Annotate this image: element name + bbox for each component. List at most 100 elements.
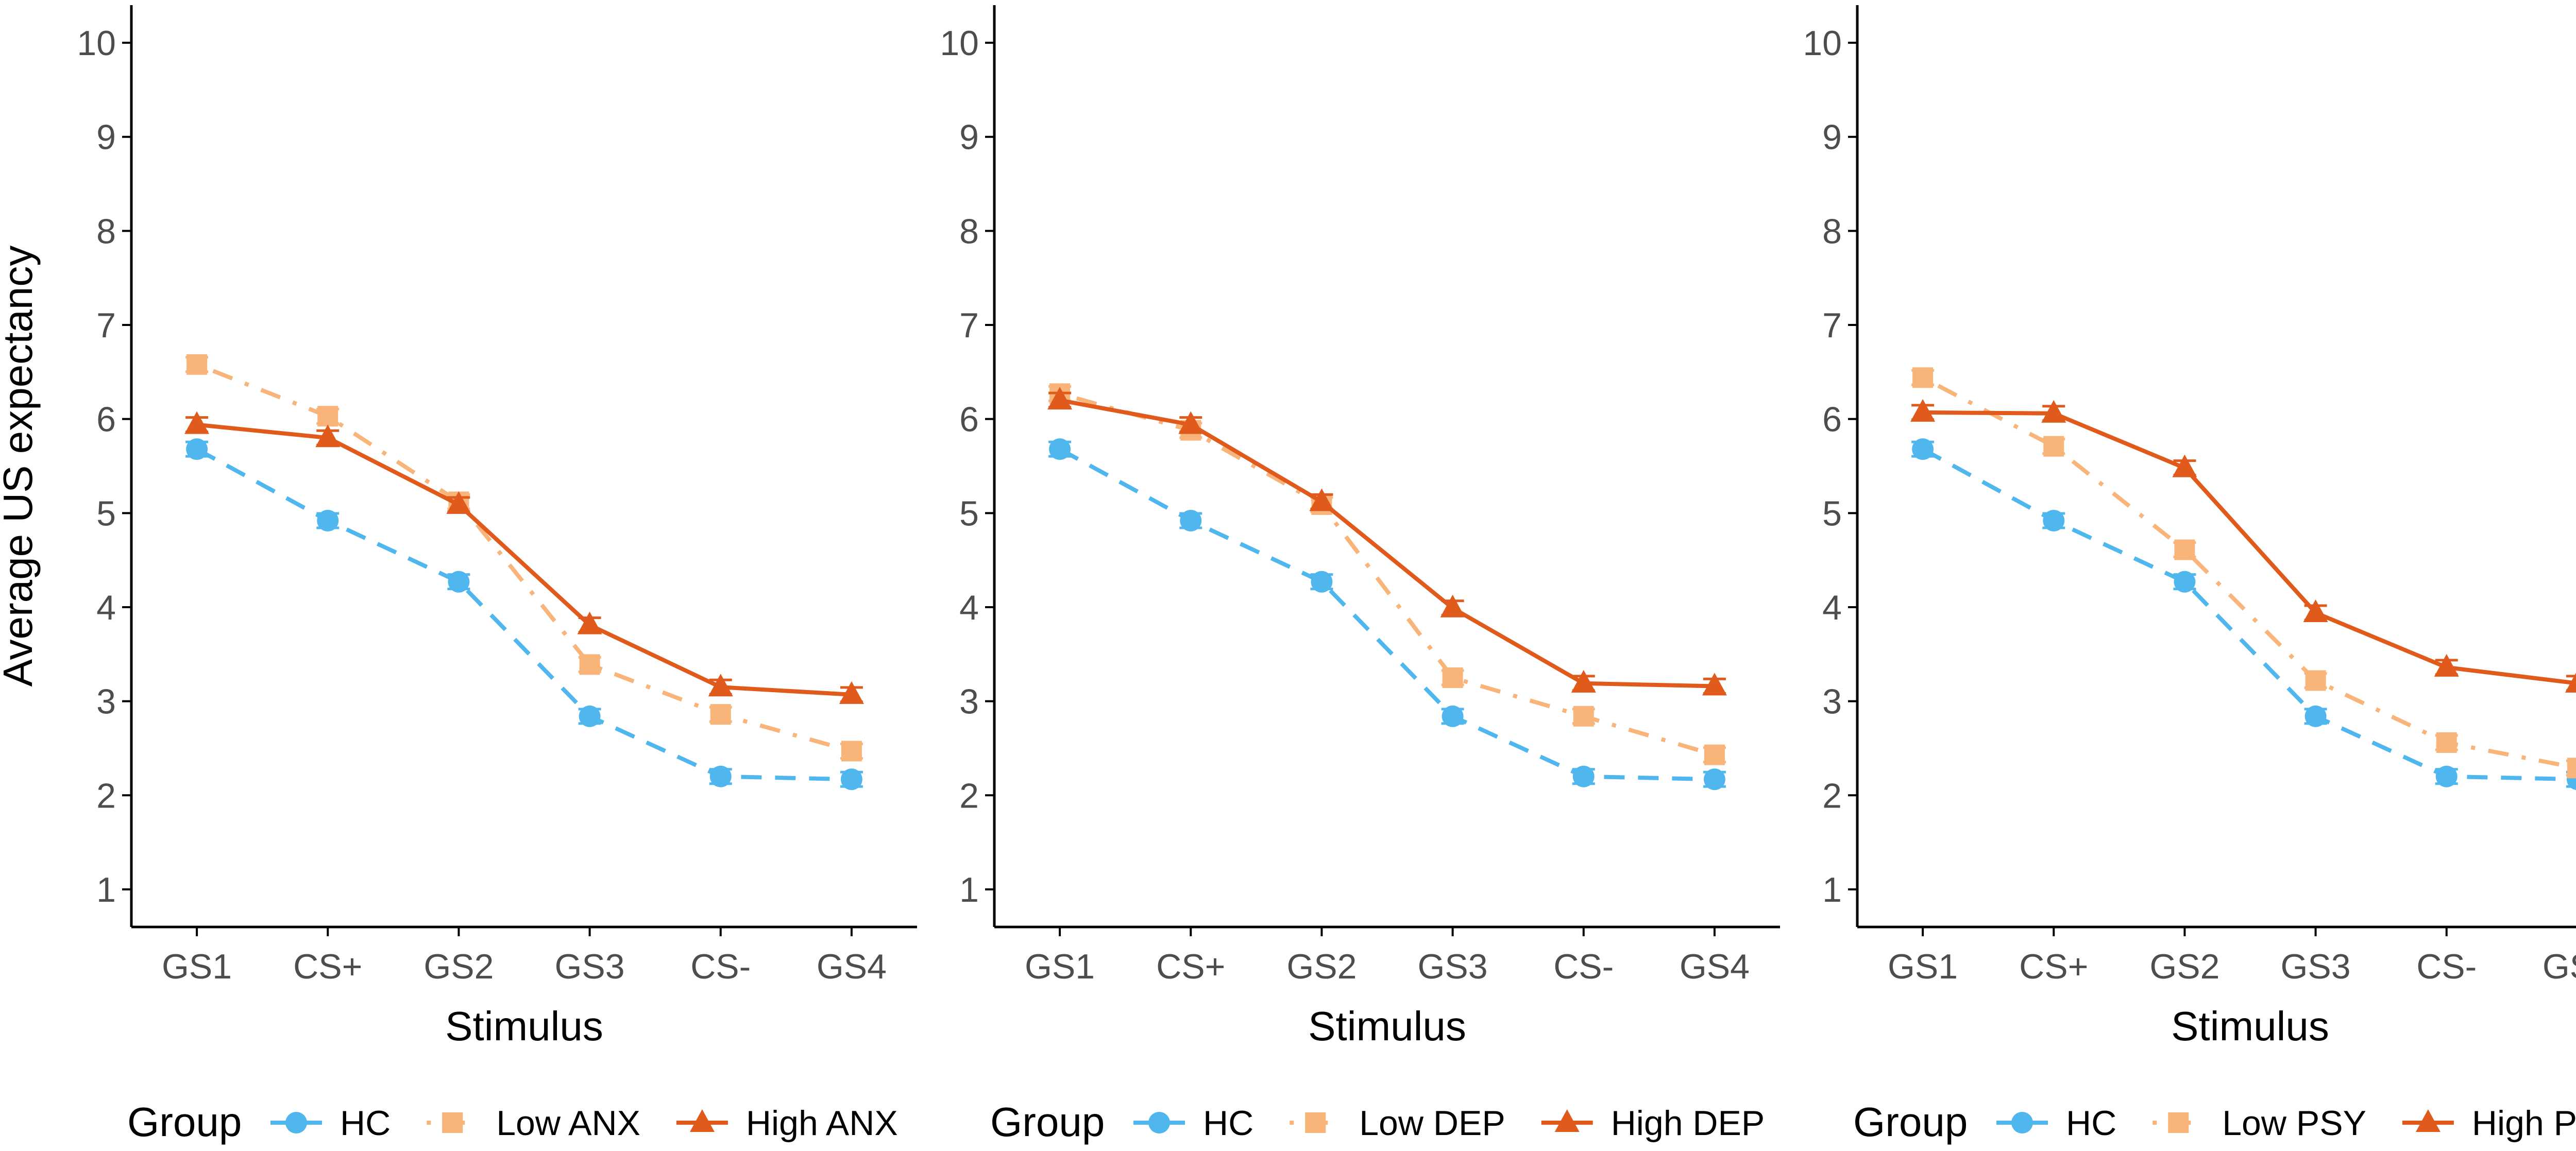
data-point-hc-GS3 [1442,705,1464,727]
y-tick-label: 6 [96,400,116,439]
data-point-hc-CS+ [1180,509,1202,531]
chart-panel-2: 1 2 3 4 5 6 7 8 9 10 GS1 CS+ GS2 GS3 CS- GS4 Stimulus Gro… [940,5,1780,1145]
y-tick-label: 1 [96,870,116,909]
panels: 1 2 3 4 5 6 7 8 9 10 GS1 CS+ GS2 GS3 CS- GS4 Stimulus Gro… [77,5,2576,1145]
legend-key-square [442,1112,463,1133]
series-line-low-psy [1922,375,2576,770]
legend-label: High PSY [2472,1104,2576,1143]
x-tick-label-CS-: CS- [1553,947,1614,986]
x-tick-label-GS4: GS4 [817,947,887,986]
series-line-hc [1922,447,2576,782]
y-tick-label: 1 [959,870,979,909]
y-tick-label: 5 [1822,494,1842,533]
y-tick-label: 8 [959,212,979,251]
data-point-hc-GS3 [579,705,601,727]
y-tick-label: 3 [959,682,979,721]
x-axis-title: Stimulus [2171,1003,2329,1049]
data-point-high-anx-CS+ [315,424,341,448]
x-tick-label-GS2: GS2 [1286,947,1357,986]
legend-label: High ANX [746,1104,898,1143]
data-point-high-anx-CS- [708,674,733,697]
data-point-high-anx-GS1 [184,411,210,434]
data-point-hc-GS4 [840,768,862,791]
x-tick-label-GS3: GS3 [1418,947,1488,986]
series-line-low-anx [196,363,852,753]
y-tick-label: 2 [96,776,116,815]
y-tick-label: 4 [96,588,116,627]
data-point-high-dep-GS3 [1440,594,1465,617]
data-point-low-psy-GS3 [2305,670,2326,691]
data-point-low-psy-GS1 [1912,367,1934,388]
data-point-high-anx-GS4 [839,681,864,704]
y-axis-title: Average US expectancy [0,246,41,687]
legend: Group HC Low ANX High ANX [127,1099,898,1145]
y-tick-label: 10 [77,24,116,63]
data-point-hc-GS1 [186,438,208,460]
x-tick-label-CS-: CS- [690,947,751,986]
y-tick-label: 8 [96,212,116,251]
data-point-high-dep-GS1 [1047,387,1073,410]
data-point-low-dep-GS3 [1442,667,1463,688]
data-point-hc-GS1 [1049,438,1071,460]
data-point-low-anx-GS3 [579,654,600,675]
chart-panel-3: 1 2 3 4 5 6 7 8 9 10 GS1 CS+ GS2 GS3 CS- GS4 Stimulus Gro… [1803,5,2576,1145]
data-point-low-dep-GS4 [1704,744,1725,765]
chart-panel-1: 1 2 3 4 5 6 7 8 9 10 GS1 CS+ GS2 GS3 CS- GS4 Stimulus Gro… [77,5,917,1145]
data-point-high-psy-GS3 [2303,599,2328,622]
x-tick-label-GS1: GS1 [162,947,232,986]
y-tick-label: 2 [959,776,979,815]
legend-key-square [1305,1112,1326,1133]
data-point-hc-CS- [1572,765,1595,787]
data-point-low-psy-GS2 [2174,539,2195,560]
data-point-hc-GS2 [2174,571,2196,593]
data-point-hc-GS2 [1311,571,1333,593]
series-line-high-dep [1059,398,1715,689]
x-tick-label-CS+: CS+ [293,947,362,986]
data-point-high-dep-CS+ [1178,411,1204,434]
y-tick-label: 6 [959,400,979,439]
data-point-high-anx-GS3 [577,611,602,634]
y-tick-label: 7 [96,306,116,345]
data-point-low-psy-CS+ [2043,436,2064,457]
data-point-high-dep-CS- [1571,669,1596,693]
x-tick-label-GS1: GS1 [1888,947,1958,986]
x-tick-label-GS4: GS4 [1680,947,1750,986]
legend-label: High DEP [1611,1104,1765,1143]
legend-label: Low PSY [2222,1104,2366,1143]
series-line-hc [196,447,852,782]
x-tick-label-GS2: GS2 [423,947,494,986]
data-point-high-psy-GS4 [2565,673,2576,693]
data-point-low-psy-GS4 [2567,758,2576,779]
y-tick-label: 7 [1822,306,1842,345]
x-tick-label-GS4: GS4 [2543,947,2576,986]
legend-key-circle [285,1112,307,1133]
series-line-low-dep [1059,391,1716,757]
data-point-low-anx-CS+ [317,406,338,427]
legend: Group HC Low PSY High PSY [1853,1099,2576,1145]
y-tick-label: 5 [96,494,116,533]
y-tick-label: 3 [1822,682,1842,721]
y-tick-label: 7 [959,306,979,345]
y-tick-label: 3 [96,682,116,721]
legend-key-circle [1148,1112,1170,1133]
y-tick-label: 10 [1803,24,1842,63]
data-point-hc-CS+ [2043,509,2065,531]
series-line-hc [1059,447,1715,782]
x-tick-label-GS3: GS3 [2281,947,2351,986]
legend-key-square [2168,1112,2189,1133]
y-tick-label: 6 [1822,400,1842,439]
series-line-high-psy [1923,410,2576,685]
y-tick-label: 10 [940,24,979,63]
data-point-hc-CS+ [317,509,339,531]
x-tick-label-CS-: CS- [2416,947,2477,986]
legend-label: HC [340,1104,391,1143]
data-point-high-dep-GS2 [1309,488,1334,511]
legend-key-circle [2011,1112,2033,1133]
legend-label: HC [1203,1104,1253,1143]
legend-title: Group [1853,1099,1968,1145]
y-tick-label: 9 [959,118,979,157]
data-point-high-psy-GS1 [1910,399,1936,422]
data-point-low-dep-CS- [1573,706,1594,727]
legend-label: Low ANX [496,1104,640,1143]
